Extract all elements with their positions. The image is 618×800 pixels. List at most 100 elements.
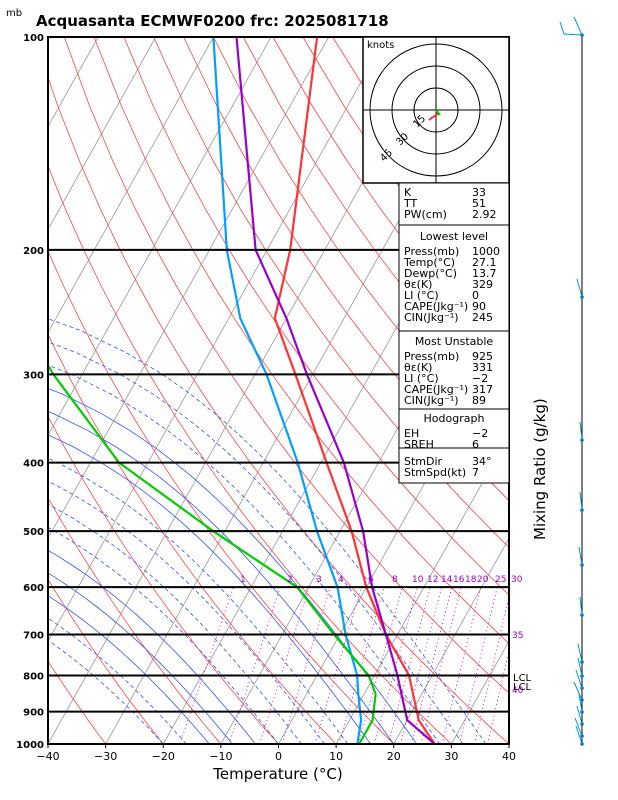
lowest-value: 245: [472, 311, 493, 324]
isotherm-line: [48, 37, 99, 128]
dry-adiabat-line: [63, 37, 509, 694]
pressure-tick-label: 700: [23, 630, 44, 641]
chart-title: Acquasanta ECMWF0200 frc: 2025081718: [36, 12, 389, 30]
mixing-ratio-label: 3: [316, 575, 322, 585]
mu-value: 317: [472, 383, 493, 396]
dry-adiabat-line: [93, 37, 509, 645]
wind-barb: [574, 717, 583, 737]
lowest-level-title: Lowest level: [420, 230, 488, 243]
wind-barb: [579, 491, 583, 511]
hodograph-title: Hodograph: [424, 412, 485, 425]
dry-adiabat-line: [48, 250, 395, 744]
pressure-tick-label: 1000: [16, 740, 44, 751]
index-value: 33: [472, 186, 486, 199]
wind-barb: [577, 657, 583, 677]
mu-label: CIN(Jkg⁻¹): [404, 394, 459, 407]
mixing-ratio-label: 30: [511, 575, 523, 585]
wind-barb: [575, 725, 583, 745]
mixing-ratio-line: [228, 587, 281, 744]
mixing-ratio-label: 25: [495, 575, 506, 585]
mu-value: 331: [472, 361, 493, 374]
storm-label: StmSpd(kt): [404, 466, 466, 479]
mixing-ratio-line: [410, 587, 453, 744]
index-value: 2.92: [472, 208, 497, 221]
hodo-label: SREH: [404, 438, 434, 451]
lowest-value: 0: [472, 289, 479, 302]
moist-adiabat-line: [48, 341, 464, 744]
x-tick-label: −30: [94, 750, 117, 763]
x-tick-label: 0: [275, 750, 282, 763]
mixing-ratio-line: [314, 587, 362, 744]
wind-barb: [573, 16, 583, 36]
pressure-tick-label: 400: [23, 459, 44, 470]
mixing-ratio-label: 16: [453, 575, 465, 585]
pressure-tick-label: 600: [23, 583, 44, 594]
storm-value: 7: [472, 466, 479, 479]
hodograph-unit: knots: [367, 40, 394, 51]
isotherm-line: [48, 37, 272, 437]
storm-label: StmDir: [404, 455, 443, 468]
index-label: K: [404, 186, 412, 199]
index-label: TT: [403, 197, 418, 210]
indices-panel: K 33 TT 51 PW(cm) 2.92 Lowest level Press(mb) 10…: [398, 182, 510, 484]
dry-adiabat-line: [153, 37, 509, 548]
mixing-ratio-axis-label: Mixing Ratio (g/kg): [531, 398, 549, 540]
moist-adiabat-line: [0, 250, 618, 744]
mixing-ratio-line: [487, 648, 509, 744]
mixing-ratio-label: 40: [512, 686, 524, 696]
wind-barb: [577, 643, 583, 663]
mu-label: CAPE(Jkg⁻¹): [404, 383, 468, 396]
moist-adiabat-line: [48, 526, 279, 744]
mixing-ratio-line: [474, 594, 509, 744]
pressure-tick-label: 100: [23, 33, 44, 44]
mixing-ratio-label: 1: [240, 575, 246, 585]
wind-barb: [578, 546, 583, 566]
moist-adiabat-line: [0, 306, 376, 744]
background-lines: [0, 37, 618, 744]
temperature-line: [273, 37, 436, 744]
mu-label: Press(mb): [404, 350, 459, 363]
isotherm-line: [335, 434, 509, 744]
lowest-value: 27.1: [472, 256, 497, 269]
dry-adiabat-line: [48, 165, 452, 744]
moist-adiabat-line: [48, 617, 187, 744]
mu-value: 925: [472, 350, 493, 363]
x-tick-label: 30: [444, 750, 458, 763]
mixing-ratio-label: 35: [512, 631, 523, 641]
mixing-ratio-label: 18: [465, 575, 477, 585]
index-label: PW(cm): [404, 208, 447, 221]
pressure-tick-label: 300: [23, 370, 44, 381]
moist-adiabat-line: [48, 480, 325, 744]
mixing-ratio-label: 14: [441, 575, 453, 585]
lcl-label-1: LCL: [513, 673, 532, 684]
dry-adiabat-line: [183, 37, 509, 502]
isotherm-line: [48, 37, 330, 540]
lowest-value: 90: [472, 300, 486, 313]
pressure-unit-label: mb: [6, 8, 22, 19]
mu-value: −2: [472, 372, 488, 385]
wind-barb: [576, 705, 583, 725]
mu-label: θε(K): [404, 361, 432, 374]
parcel-line: [235, 37, 436, 744]
mixing-ratio-label: 12: [427, 575, 438, 585]
green-line: [48, 363, 377, 744]
wind-barb: [578, 693, 583, 713]
most-unstable-title: Most Unstable: [415, 335, 494, 348]
lowest-label: CAPE(Jkg⁻¹): [404, 300, 468, 313]
mixing-ratio-line: [420, 587, 462, 744]
hodo-label: EH: [404, 427, 419, 440]
isotherm-line: [48, 37, 387, 642]
x-tick-label: 40: [502, 750, 516, 763]
lowest-label: LI (°C): [404, 289, 439, 302]
wind-barb: [559, 21, 583, 36]
moist-adiabat-line: [48, 457, 349, 744]
dry-adiabat-line: [48, 578, 164, 744]
storm-value: 34°: [472, 455, 492, 468]
x-tick-label: −20: [152, 750, 175, 763]
pressure-tick-label: 900: [23, 708, 44, 719]
lcl-label-2: LCL: [513, 682, 532, 693]
wind-barb: [575, 669, 583, 689]
isotherm-line: [48, 37, 214, 334]
dry-adiabat-line: [48, 660, 106, 744]
